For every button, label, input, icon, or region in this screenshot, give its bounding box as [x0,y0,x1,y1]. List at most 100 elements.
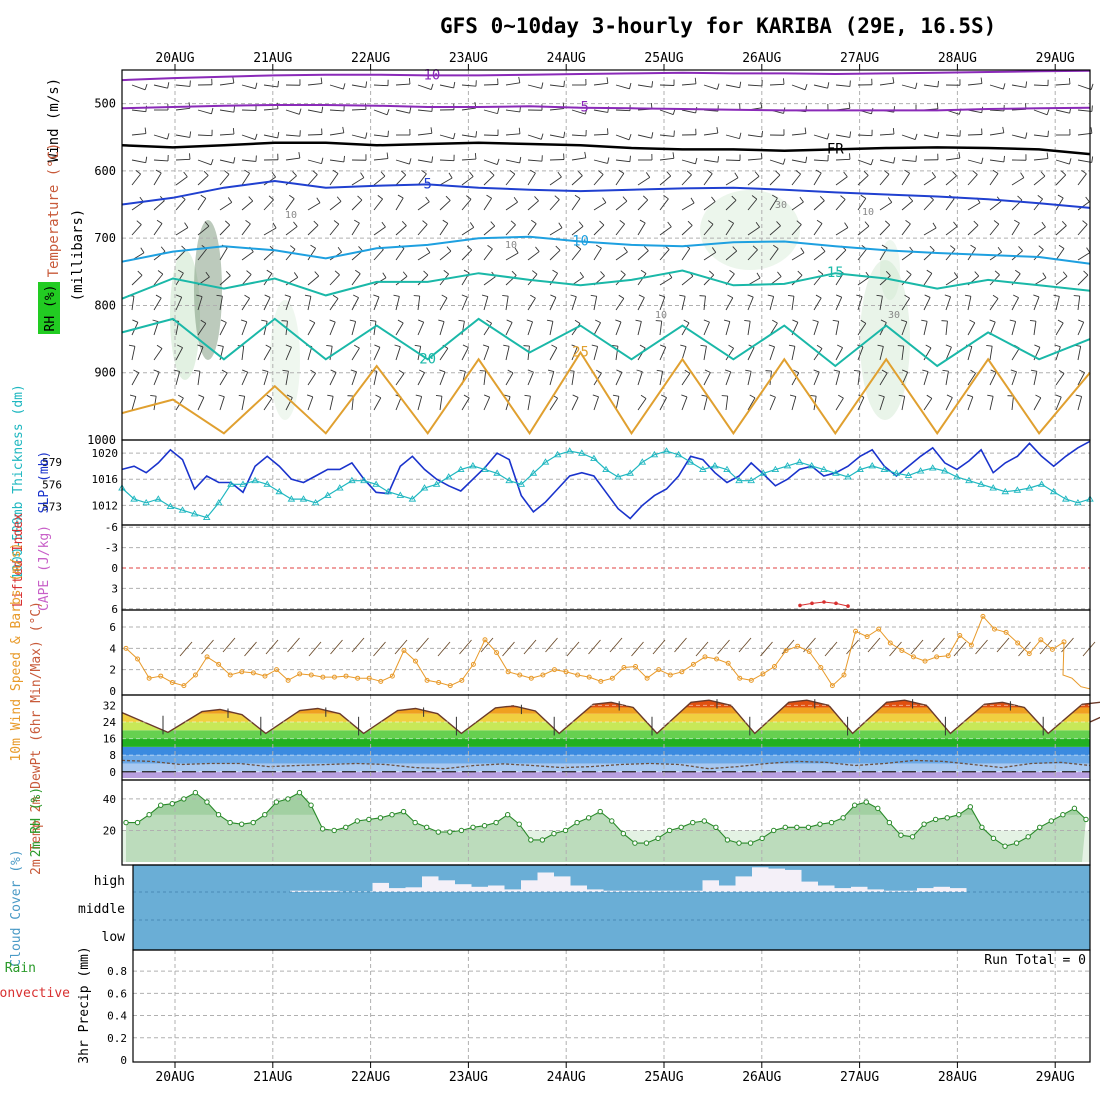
wind-barb-flag [629,82,632,89]
wind-barb-flag [942,369,949,372]
cloud-high-bar [933,886,950,892]
wind-barb-flag [953,272,959,278]
wind-barb [131,133,146,136]
wind10-point [841,672,847,678]
thickness-marker [263,480,271,487]
wind-barb [725,348,735,361]
rh-point [863,799,869,805]
wind-barb [681,322,690,336]
wind-barb-flag [1035,394,1041,399]
cloud-high-bar [389,888,406,892]
wind-barb-flag [365,81,368,88]
rh-point [204,799,210,805]
wind-barb [175,347,183,361]
wind-barb [351,347,360,361]
wind-barb [967,346,973,361]
wind10-barb [910,639,924,655]
wind-barb [747,371,752,386]
date-label-bottom: 27AUG [840,1070,879,1085]
wind-barb [967,373,977,386]
isotherm-label: 10 [572,234,589,250]
thickness-marker [481,465,489,473]
wind-barb-flag [157,270,164,275]
cloud-high-bar [290,890,307,892]
temp-band [122,730,1090,739]
wind-barb [835,134,850,138]
wind-barb [703,346,707,361]
wind-barb-flag [921,319,928,322]
wind-barb [659,249,670,261]
wind10-point [910,654,916,660]
rh-point [181,796,187,802]
wind-barb [175,249,187,261]
rh-contour-label: 30 [775,200,787,211]
cloud-high-bar [455,884,472,892]
wind-barb-flag [683,319,690,324]
wind-barb [329,396,334,411]
wind-barb [1077,396,1083,411]
wind-barb [131,201,144,211]
wind-barb [813,223,823,236]
thickness-marker [202,513,211,521]
wind-barb-flag [156,344,163,349]
wind-barb [373,158,388,161]
wind10-barb [674,637,687,653]
wind-barb [373,347,381,361]
wind-barb-flag [1082,220,1088,225]
thickness-marker [977,480,985,487]
wind-barb [571,134,586,137]
thickness-marker [1013,486,1022,493]
wind-barb [417,396,423,411]
cloud-high-bar [950,888,967,892]
lifted-tick: 0 [111,562,118,575]
wind-barb-flag [1075,394,1082,397]
wind-barb-flag [596,244,602,249]
wind-barb [593,202,607,211]
wind-barb-flag [210,158,214,165]
ylabel-cloud: Cloud Cover (%) [9,849,24,966]
wind-barb-flag [797,270,803,276]
wind-barb-flag [679,294,686,297]
wind-barb [549,176,562,186]
wind-barb [615,200,628,211]
wind-barb [637,222,646,236]
wind-barb [1077,274,1089,286]
wind-barb [1055,296,1060,311]
wind-barb [681,296,686,311]
wind10-point [355,675,361,681]
thickness-marker [856,465,864,473]
rh-point [609,818,615,824]
wind-barb-flag [145,156,148,163]
wind-barb [989,132,1004,136]
wind-barb [791,296,795,311]
wind-barb [1077,84,1092,90]
wind-barb [901,200,914,211]
wind-barb-flag [408,78,411,85]
rh-point [1060,811,1066,818]
thickness-marker [299,495,308,502]
wind-barb [131,224,142,236]
lifted-tick: 3 [111,582,118,595]
wind-barb [813,200,825,211]
wind-barb-flag [584,151,587,158]
wind10-barb [652,639,666,655]
wind-barb [1055,83,1070,86]
wind-barb-flag [293,272,299,278]
wind-barb-flag [708,270,715,276]
thickness-marker [928,464,937,471]
wind-barb [1055,396,1062,411]
wind10-point [528,675,534,681]
wind-barb-flag [272,222,277,229]
wind-barb [637,371,643,386]
wind-barb [1077,372,1085,386]
cloud-high-bar [521,880,538,892]
cloud-high-bar [356,891,373,892]
wind-barb-flag [244,294,250,299]
ylabel-wind10: 10m Wind Speed & Barbs (m/s) [9,542,24,761]
wind-barb [329,298,339,311]
wind-barb [241,223,251,236]
wind-barb [439,177,453,186]
wind-barb-flag [619,220,625,225]
wind-barb-flag [1085,196,1090,203]
